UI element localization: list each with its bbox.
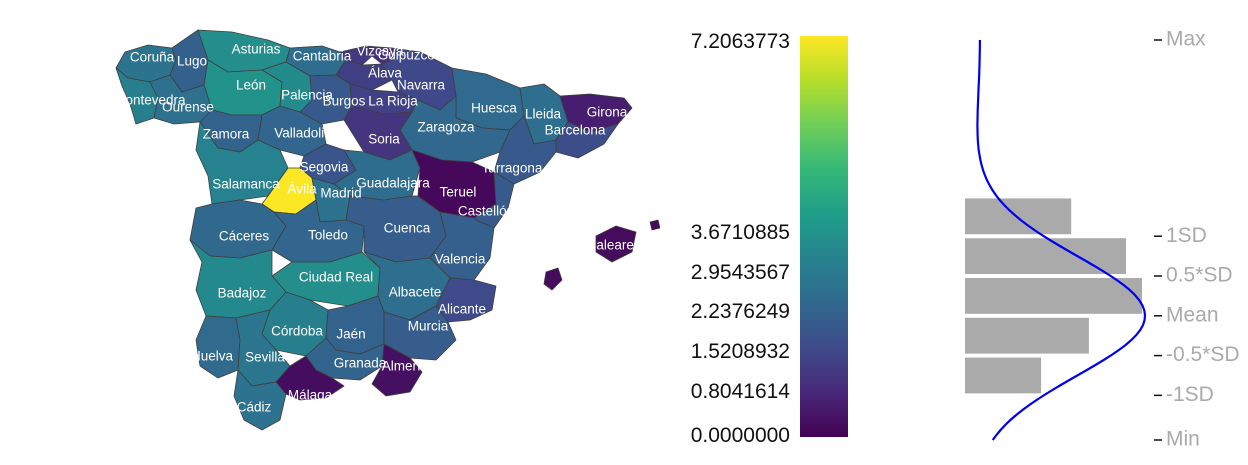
province-label: Girona xyxy=(587,105,628,120)
province-label: Toledo xyxy=(308,228,348,243)
province-label: La Rioja xyxy=(368,94,418,109)
province-label: Granada xyxy=(334,356,387,371)
distribution-panel: Max 1SD 0.5*SD Mean -0.5*SD -1SD Min xyxy=(940,0,1248,460)
province-label: Ávila xyxy=(287,182,317,197)
province-label: Badajoz xyxy=(218,286,267,301)
province-label: Córdoba xyxy=(271,324,323,339)
stat-label-mean: Mean xyxy=(1166,303,1219,326)
province-label: Lleida xyxy=(525,107,562,122)
province-label: Huelva xyxy=(191,349,234,364)
stat-label-sdm05: -0.5*SD xyxy=(1166,343,1240,366)
province-label: Zaragoza xyxy=(417,120,475,135)
stat-label-sdm1: -1SD xyxy=(1166,383,1214,406)
province-label: Madrid xyxy=(320,186,361,201)
histogram-bar xyxy=(965,317,1089,354)
province-label: Jaén xyxy=(336,327,365,342)
province-label: Albacete xyxy=(389,285,442,300)
colorbar-gradient xyxy=(800,36,848,437)
province-label: Castellón xyxy=(458,204,514,219)
province-label: Guipúzcoa xyxy=(378,48,443,63)
spain-map-svg: Coruña Lugo Asturias Cantabria VizcayaGuipúz… xyxy=(115,29,661,431)
histogram-bar xyxy=(965,278,1142,314)
province-Cádiz xyxy=(233,369,287,431)
choropleth-map: Coruña Lugo Asturias Cantabria Vizcaya Guipúz… xyxy=(115,29,661,431)
province-label: Cantabria xyxy=(293,49,352,64)
colorbar xyxy=(800,36,848,437)
colorbar-labels: 7.2063773 3.6710885 2.9543567 2.2376249 1.52… xyxy=(650,0,790,460)
province-Málaga xyxy=(275,355,345,401)
province-label: Zamora xyxy=(203,127,250,142)
province-Toledo xyxy=(271,199,365,263)
distribution-svg: Max 1SD 0.5*SD Mean -0.5*SD -1SD Min xyxy=(965,28,1240,451)
province-Jaén xyxy=(325,295,385,355)
province-label: Cuenca xyxy=(384,221,431,236)
province-label: Málaga xyxy=(288,388,333,403)
stat-label-sd05: 0.5*SD xyxy=(1166,264,1233,287)
province-label: Murcia xyxy=(408,319,449,334)
province-Valencia xyxy=(429,211,495,281)
province-label: Pontevedra xyxy=(116,93,186,108)
province-label: Salamanca xyxy=(212,177,280,192)
province-label: Segovia xyxy=(300,160,349,175)
province-label: Almería xyxy=(382,359,429,374)
province-label: Sevilla xyxy=(245,350,285,365)
province-label: Baleares xyxy=(587,238,641,253)
province-label: Asturias xyxy=(232,42,281,57)
colorbar-label: 0.0000000 xyxy=(690,424,790,447)
province-Almería xyxy=(371,343,423,397)
province-label: Lugo xyxy=(177,54,207,69)
colorbar-label: 7.2063773 xyxy=(690,30,790,53)
province-label: Tarragona xyxy=(482,161,543,176)
colorbar-label: 2.2376249 xyxy=(690,300,790,324)
stat-label-min: Min xyxy=(1166,428,1200,451)
province-label: Burgos xyxy=(323,94,366,109)
colorbar-label: 3.6710885 xyxy=(690,220,790,244)
stat-label-sd1: 1SD xyxy=(1166,224,1207,247)
colorbar-label: 0.8041614 xyxy=(690,380,790,404)
province-label: Barcelona xyxy=(545,123,606,138)
province-label: Alicante xyxy=(438,302,486,317)
province-label: Valencia xyxy=(435,252,486,267)
province-label: Ciudad Real xyxy=(299,270,373,285)
colorbar-label: 2.9543567 xyxy=(690,260,790,284)
province-label: Vizcaya xyxy=(356,44,404,59)
density-curve xyxy=(976,40,1147,441)
province-label: Ourense xyxy=(162,100,214,115)
province-label: Palencia xyxy=(281,88,333,103)
province-label: Navarra xyxy=(397,78,446,93)
stat-label-max: Max xyxy=(1166,28,1206,51)
province-Huelva xyxy=(195,315,241,379)
histogram-bar xyxy=(965,238,1127,275)
province-label: Cáceres xyxy=(219,229,270,244)
province-label: Soria xyxy=(368,132,400,147)
province-label: Guadalajara xyxy=(356,176,430,191)
colorbar-label: 1.5208932 xyxy=(690,340,790,364)
histogram-bar xyxy=(965,198,1072,235)
province-label: Huesca xyxy=(471,101,517,116)
island-shape xyxy=(543,267,563,291)
province-label: Valladolid xyxy=(274,126,332,141)
province-label: Teruel xyxy=(440,185,477,200)
province-label: Cádiz xyxy=(237,400,272,415)
province-Baleares xyxy=(595,225,637,263)
province-label: Álava xyxy=(368,66,402,81)
province-Tarragona xyxy=(493,115,557,185)
province-label: León xyxy=(236,78,266,93)
province-label: Coruña xyxy=(130,50,175,65)
histogram-bar xyxy=(965,357,1042,394)
